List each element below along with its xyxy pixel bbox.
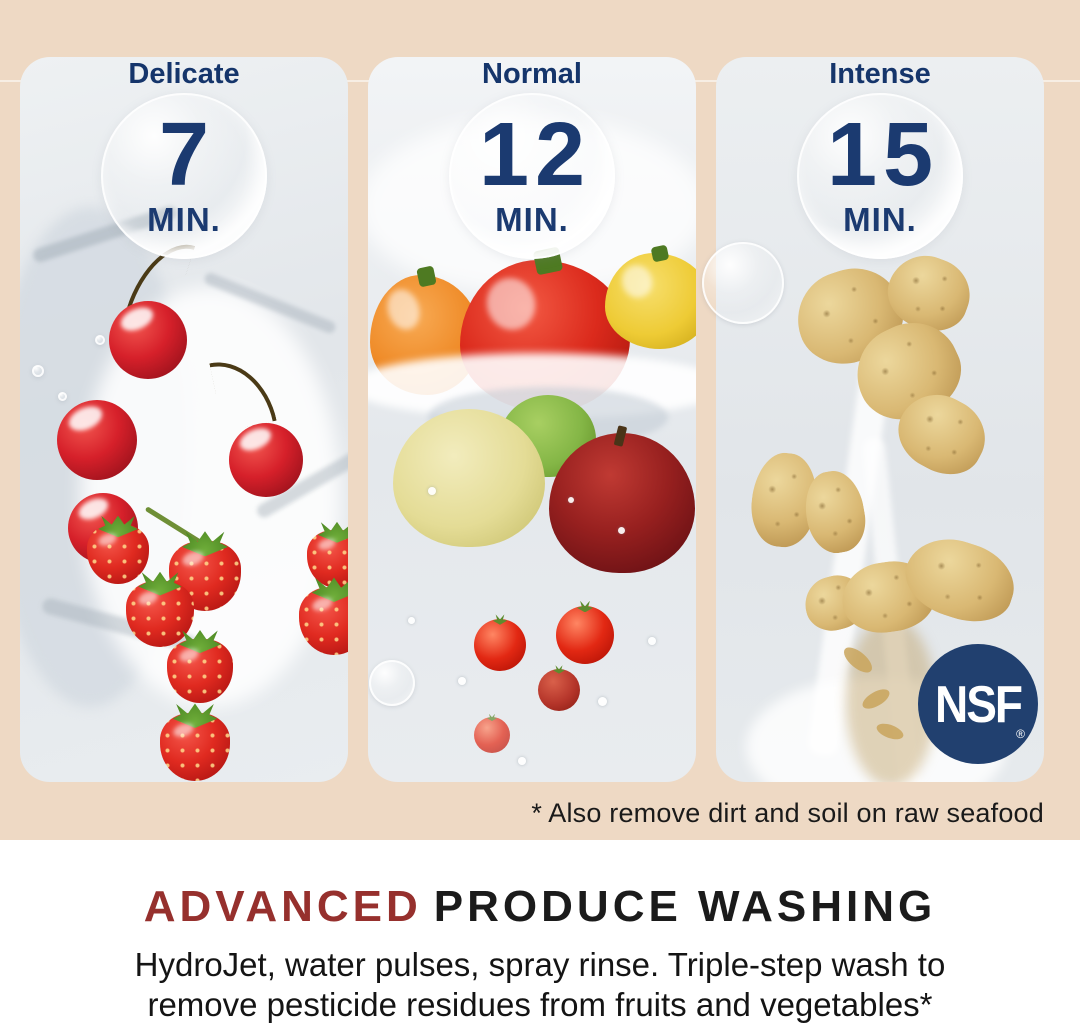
water-droplet [408,617,415,624]
time-unit: MIN. [843,200,917,238]
mode-label: Delicate [128,58,240,90]
mode-label: Intense [829,58,931,90]
water-droplet [648,637,656,645]
potatoes-photo: NSF ® [716,57,1044,782]
time-unit: MIN. [147,200,221,238]
water-droplet [598,697,607,706]
strawberry-graphic [299,587,348,655]
strawberry-graphic [87,524,149,584]
water-droplet [518,757,526,765]
time-minutes: 15 [826,105,940,206]
cherries-strawberries-photo [20,57,348,782]
section-heading: ADVANCED PRODUCE WASHING [0,882,1080,932]
cherry-tomato-graphic [556,606,614,664]
cherry-tomato-graphic [474,717,510,753]
water-droplet [618,527,625,534]
nsf-certification-badge: NSF ® [918,644,1038,764]
mode-label: Normal [482,58,582,90]
peppers-apples-tomatoes-photo [368,57,696,782]
nsf-badge-text: NSF [935,674,1023,734]
water-droplet [568,497,574,503]
registered-trademark-symbol: ® [1016,727,1025,741]
heading-accent: ADVANCED [143,882,422,931]
water-droplet [428,487,436,495]
yellow-apple-graphic [393,409,545,547]
water-droplet [458,677,466,685]
mode-panel-normal: Normal 12 MIN. [368,57,696,782]
description-line-1: HydroJet, water pulses, spray rinse. Tri… [134,946,946,983]
mode-panel-intense: NSF ® Intense 15 MIN. [716,57,1044,782]
caption-section: ADVANCED PRODUCE WASHING HydroJet, water … [0,840,1080,1030]
time-bubble: 7 MIN. [101,93,267,259]
heading-rest: PRODUCE WASHING [433,882,937,931]
description: HydroJet, water pulses, spray rinse. Tri… [0,945,1080,1025]
time-bubble: 15 MIN. [797,93,963,259]
time-minutes: 7 [158,105,216,206]
tiny-bubble [95,335,105,345]
tiny-bubble [32,365,44,377]
tiny-bubble [58,392,67,401]
cherry-graphic [57,400,137,480]
strawberry-graphic [160,713,230,781]
strawberry-graphic [126,581,194,647]
washing-modes-section: Delicate 7 MIN. [0,0,1080,840]
strawberry-graphic [167,639,233,703]
red-apple-graphic [549,433,695,573]
cherry-tomato-graphic [474,619,526,671]
soap-bubble [702,242,784,324]
time-unit: MIN. [495,200,569,238]
cherry-graphic [109,301,187,379]
cherry-tomato-graphic [538,669,580,711]
cherry-graphic [229,423,303,497]
yellow-pepper-graphic [605,253,696,349]
mode-panel-delicate: Delicate 7 MIN. [20,57,348,782]
soap-bubble [369,660,415,706]
time-bubble: 12 MIN. [449,93,615,259]
seafood-footnote: * Also remove dirt and soil on raw seafo… [531,798,1044,828]
time-minutes: 12 [478,105,592,206]
description-line-2: remove pesticide residues from fruits an… [147,986,933,1023]
